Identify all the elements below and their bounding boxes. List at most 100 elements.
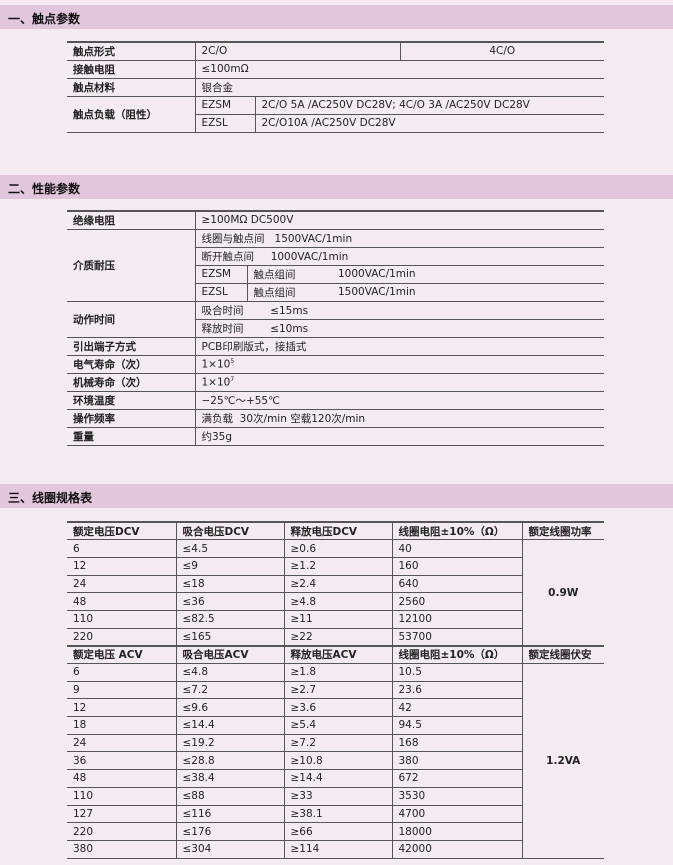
row-label: 电气寿命（次） (67, 355, 196, 374)
cell: ≤38.4 (176, 769, 285, 788)
cell: ≤165 (176, 628, 285, 647)
performance-table: 绝缘电阻 ≥100MΩ DC500V 介质耐压 线圈与触点间 1500VAC/1mi… (67, 210, 604, 446)
cell: 40 (392, 539, 523, 558)
value: 1×10 (201, 376, 231, 389)
column-header: 吸合电压DCV (176, 521, 285, 541)
cell: 18000 (392, 822, 523, 841)
cell: ≥2.7 (284, 681, 393, 700)
cell: 满负载 30次/min 空载120次/min (195, 409, 604, 428)
cell: EZSL (195, 283, 248, 302)
header-row: 额定电压 ACV 吸合电压ACV 释放电压ACV 线圈电阻±10%（Ω） 额定线圈伏安 (67, 644, 604, 664)
cell: 110 (67, 610, 177, 629)
contact-params-table: 触点形式 2C/O 4C/O 接触电阻 ≤100mΩ 触点材料 银合金 触点负载（阻性）… (67, 41, 604, 133)
cell: ≤7.2 (176, 681, 285, 700)
table-row: 36 ≤28.8 ≥10.8 380 (67, 751, 604, 771)
cell: 110 (67, 787, 177, 806)
cell: 6 (67, 539, 177, 558)
cell: ≥3.6 (284, 698, 393, 718)
table-row: 18 ≤14.4 ≥5.4 94.5 (67, 716, 604, 735)
cell: 12 (67, 698, 177, 718)
rated-power: 0.9W (522, 539, 604, 647)
cell: 吸合时间 ≤15ms (195, 301, 604, 320)
table-row: 9 ≤7.2 ≥2.7 23.6 (67, 681, 604, 700)
cell: ≤88 (176, 787, 285, 806)
cell: 触点组间 (247, 265, 332, 284)
cell: EZSL (195, 114, 256, 133)
cell: 168 (392, 734, 523, 753)
cell: ≥22 (284, 628, 393, 647)
table-row: 110 ≤82.5 ≥11 12100 (67, 610, 604, 629)
cell: ≥11 (284, 610, 393, 629)
row-label: 引出端子方式 (67, 337, 196, 356)
cell: ≤4.8 (176, 663, 285, 682)
section-header-coil: 三、线圈规格表 (0, 484, 673, 508)
cell: 1×105 (195, 355, 604, 374)
cell: 线圈与触点间 1500VAC/1min (195, 229, 604, 248)
header-row: 额定电压DCV 吸合电压DCV 释放电压DCV 线圈电阻±10%（Ω） 额定线圈功率 (67, 521, 604, 541)
row-label: 环境温度 (67, 391, 196, 410)
column-header: 额定电压 ACV (67, 644, 177, 664)
cell: 12 (67, 557, 177, 576)
cell: ≤116 (176, 805, 285, 824)
cell: 24 (67, 734, 177, 753)
table-row: 220 ≤176 ≥66 18000 (67, 822, 604, 841)
cell: 4C/O (400, 41, 604, 61)
cell: ≤36 (176, 592, 285, 611)
cell: 9 (67, 681, 177, 700)
row-label: 动作时间 (67, 301, 196, 338)
table-row: 12 ≤9 ≥1.2 160 (67, 557, 604, 576)
cell: 4700 (392, 805, 523, 824)
cell: 53700 (392, 628, 523, 647)
exponent: 7 (230, 375, 235, 383)
cell: ≤9 (176, 557, 285, 576)
table-row: 220 ≤165 ≥22 53700 (67, 628, 604, 647)
table-row: 6 ≤4.5 ≥0.6 40 0.9W (67, 539, 604, 647)
row-label: 触点材料 (67, 78, 196, 97)
row-label: 触点形式 (67, 41, 196, 61)
cell: 23.6 (392, 681, 523, 700)
column-header: 吸合电压ACV (176, 644, 285, 664)
cell: 220 (67, 822, 177, 841)
table-row: 6 ≤4.8 ≥1.8 10.5 1.2VA (67, 663, 604, 859)
cell: ≥114 (284, 840, 393, 859)
cell: 380 (67, 840, 177, 859)
table-row: 380 ≤304 ≥114 42000 (67, 840, 604, 859)
row-label: 绝缘电阻 (67, 210, 196, 230)
cell: −25℃～+55℃ (195, 391, 604, 410)
cell: 48 (67, 592, 177, 611)
cell: 触点组间 (247, 283, 332, 302)
cell: 42 (392, 698, 523, 718)
column-header: 线圈电阻±10%（Ω） (392, 521, 523, 541)
cell: 94.5 (392, 716, 523, 735)
cell: EZSM (195, 96, 256, 115)
table-row: 48 ≤38.4 ≥14.4 672 (67, 769, 604, 788)
cell: ≤304 (176, 840, 285, 859)
cell: ≥7.2 (284, 734, 393, 753)
cell: ≤14.4 (176, 716, 285, 735)
row-label: 重量 (67, 427, 196, 446)
cell: EZSM (195, 265, 248, 284)
row-label: 触点负载（阻性） (67, 96, 196, 133)
cell: 3530 (392, 787, 523, 806)
cell: ≤19.2 (176, 734, 285, 753)
cell: ≤100mΩ (195, 60, 604, 79)
cell: 约35g (195, 427, 604, 446)
cell: ≤176 (176, 822, 285, 841)
row-label: 接触电阻 (67, 60, 196, 79)
cell: 127 (67, 805, 177, 824)
rated-power: 1.2VA (522, 663, 604, 859)
cell: 48 (67, 769, 177, 788)
cell: 释放时间 ≤10ms (195, 319, 604, 338)
cell: 10.5 (392, 663, 523, 682)
cell: 1×107 (195, 373, 604, 392)
cell: ≥4.8 (284, 592, 393, 611)
cell: ≤18 (176, 575, 285, 594)
table-row: 110 ≤88 ≥33 3530 (67, 787, 604, 806)
cell: ≥38.1 (284, 805, 393, 824)
value: 1×10 (201, 358, 231, 371)
cell: PCB印刷版式，接插式 (195, 337, 604, 356)
cell: ≤82.5 (176, 610, 285, 629)
cell: 380 (392, 751, 523, 771)
cell: ≥10.8 (284, 751, 393, 771)
table-row: 127 ≤116 ≥38.1 4700 (67, 805, 604, 824)
